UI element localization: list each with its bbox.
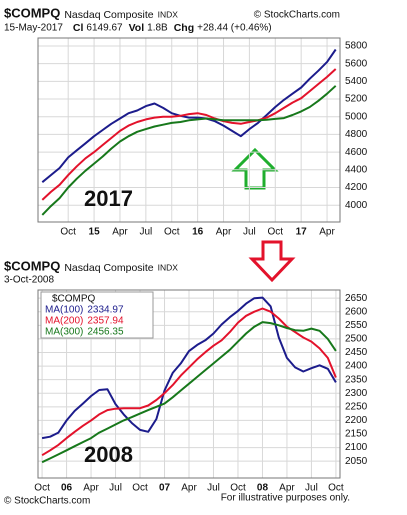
x-tick-label: Oct bbox=[34, 483, 50, 494]
x-tick-label: Jul bbox=[109, 483, 122, 494]
y-tick-label: 2050 bbox=[345, 456, 368, 467]
stat-value: 6149.67 bbox=[86, 23, 123, 34]
stat-value: 1.8B bbox=[147, 23, 168, 34]
y-tick-label: 5600 bbox=[345, 58, 368, 69]
y-tick-label: 2650 bbox=[345, 293, 368, 304]
y-tick-label: 2150 bbox=[345, 429, 368, 440]
y-tick-label: 4000 bbox=[345, 200, 368, 211]
legend-name: MA(100) bbox=[45, 305, 83, 316]
x-tick-label: 16 bbox=[192, 227, 204, 238]
series-line bbox=[41, 48, 337, 183]
legend-name: MA(300) bbox=[45, 327, 83, 338]
down-arrow bbox=[248, 240, 296, 283]
y-tick-label: 5400 bbox=[345, 76, 368, 87]
y-tick-label: 2600 bbox=[345, 306, 368, 317]
series-line bbox=[41, 85, 337, 216]
symbol: $COMPQ bbox=[4, 258, 60, 273]
exchange: INDX bbox=[158, 262, 179, 272]
x-tick-label: Apr bbox=[279, 483, 295, 494]
x-tick-label: Jul bbox=[207, 483, 220, 494]
stat-label: Chg bbox=[174, 22, 194, 34]
y-tick-label: 2300 bbox=[345, 388, 368, 399]
x-tick-label: Apr bbox=[216, 227, 232, 238]
y-tick-label: 5800 bbox=[345, 41, 368, 52]
annotation: 2017 bbox=[84, 186, 133, 211]
footer-source: © StockCharts.com bbox=[4, 496, 90, 507]
legend-value: 2357.94 bbox=[87, 316, 124, 327]
y-tick-label: 5000 bbox=[345, 111, 368, 122]
x-tick-label: 08 bbox=[257, 483, 269, 494]
x-tick-label: Oct bbox=[268, 227, 284, 238]
x-tick-label: Oct bbox=[132, 483, 148, 494]
y-tick-label: 2250 bbox=[345, 401, 368, 412]
y-tick-label: 4200 bbox=[345, 182, 368, 193]
annotation: 2008 bbox=[84, 442, 133, 467]
source: © StockCharts.com bbox=[254, 10, 340, 21]
y-tick-label: 2350 bbox=[345, 374, 368, 385]
y-tick-label: 4600 bbox=[345, 147, 368, 158]
x-tick-label: 15 bbox=[89, 227, 101, 238]
legend-value: 2334.97 bbox=[87, 305, 124, 316]
x-tick-label: Apr bbox=[181, 483, 197, 494]
x-tick-label: Jul bbox=[305, 483, 318, 494]
date: 3-Oct-2008 bbox=[4, 275, 54, 286]
index-name: Nasdaq Composite bbox=[64, 262, 153, 274]
x-tick-label: Apr bbox=[319, 227, 335, 238]
y-tick-label: 2400 bbox=[345, 361, 368, 372]
y-tick-label: 2550 bbox=[345, 320, 368, 331]
legend-name: MA(200) bbox=[45, 316, 83, 327]
legend-box bbox=[40, 291, 154, 339]
x-tick-label: Oct bbox=[230, 483, 246, 494]
series-line bbox=[41, 321, 337, 464]
series-line bbox=[41, 68, 337, 201]
stat-label: Cl bbox=[73, 22, 84, 34]
series-line bbox=[41, 296, 337, 440]
legend-title: $COMPQ bbox=[52, 294, 96, 305]
x-tick-label: Oct bbox=[60, 227, 76, 238]
plot-frame bbox=[37, 289, 341, 479]
x-tick-label: 06 bbox=[61, 483, 73, 494]
series-line bbox=[41, 307, 337, 457]
y-tick-label: 2500 bbox=[345, 334, 368, 345]
footer-note: For illustrative purposes only. bbox=[221, 493, 350, 504]
x-tick-label: Oct bbox=[164, 227, 180, 238]
y-tick-label: 4800 bbox=[345, 129, 368, 140]
x-tick-label: Apr bbox=[112, 227, 128, 238]
y-tick-label: 2100 bbox=[345, 442, 368, 453]
plot-frame bbox=[37, 37, 341, 223]
y-tick-label: 2200 bbox=[345, 415, 368, 426]
y-tick-label: 4400 bbox=[345, 164, 368, 175]
y-tick-label: 2450 bbox=[345, 347, 368, 358]
index-name: Nasdaq Composite bbox=[64, 9, 153, 21]
x-tick-label: Oct bbox=[328, 483, 344, 494]
date: 15-May-2017 bbox=[4, 23, 63, 34]
legend-value: 2456.35 bbox=[87, 327, 124, 338]
y-tick-label: 5200 bbox=[345, 94, 368, 105]
stat-value: +28.44 (+0.46%) bbox=[197, 23, 272, 34]
symbol: $COMPQ bbox=[4, 5, 60, 20]
x-tick-label: Jul bbox=[243, 227, 256, 238]
x-tick-label: 07 bbox=[159, 483, 171, 494]
x-tick-label: Jul bbox=[139, 227, 152, 238]
exchange: INDX bbox=[158, 9, 179, 19]
stat-label: Vol bbox=[129, 22, 145, 34]
x-tick-label: 17 bbox=[296, 227, 308, 238]
x-tick-label: Apr bbox=[83, 483, 99, 494]
